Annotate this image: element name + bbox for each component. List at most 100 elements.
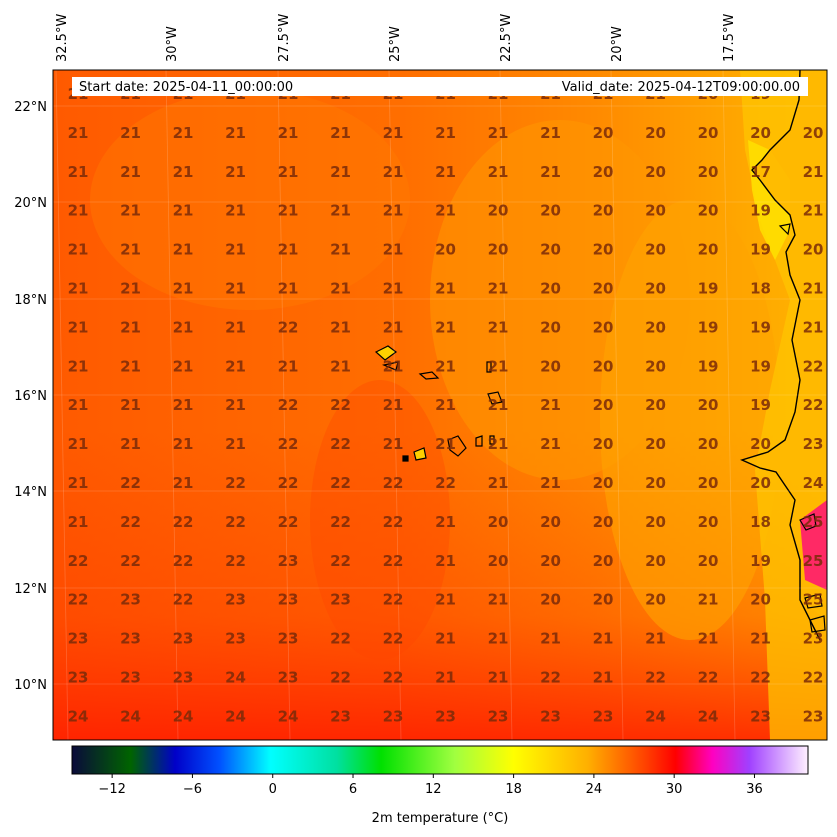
grid-value: 21 xyxy=(488,435,509,453)
latitude-label: 14°N xyxy=(14,485,47,500)
grid-value: 20 xyxy=(750,124,771,142)
grid-value: 20 xyxy=(593,280,614,298)
grid-value: 21 xyxy=(278,241,299,259)
grid-value: 20 xyxy=(593,591,614,609)
grid-value: 23 xyxy=(120,591,141,609)
grid-value: 21 xyxy=(750,630,771,648)
grid-value: 23 xyxy=(278,591,299,609)
grid-value: 21 xyxy=(225,357,246,375)
grid-value: 22 xyxy=(383,474,404,492)
grid-value: 21 xyxy=(68,280,89,298)
grid-value: 21 xyxy=(225,124,246,142)
grid-value: 21 xyxy=(383,163,404,181)
grid-value: 23 xyxy=(278,630,299,648)
grid-value: 20 xyxy=(488,202,509,220)
colorbar-gradient xyxy=(72,746,808,774)
grid-value: 21 xyxy=(120,280,141,298)
grid-value: 21 xyxy=(68,241,89,259)
colorbar-tick-label: −12 xyxy=(98,782,125,797)
grid-value: 21 xyxy=(803,163,824,181)
grid-value: 24 xyxy=(803,474,824,492)
grid-value: 19 xyxy=(698,318,719,336)
grid-value: 20 xyxy=(593,318,614,336)
land-area xyxy=(742,70,827,620)
grid-value: 21 xyxy=(383,435,404,453)
grid-value: 22 xyxy=(225,474,246,492)
longitude-label: 22.5°W xyxy=(499,14,514,62)
grid-value: 23 xyxy=(120,669,141,687)
coastline xyxy=(740,70,821,641)
grid-value: 24 xyxy=(68,707,89,725)
grid-value: 21 xyxy=(435,357,456,375)
grid-value: 20 xyxy=(593,357,614,375)
grid-value: 23 xyxy=(540,707,561,725)
grid-value: 21 xyxy=(330,124,351,142)
grid-value: 18 xyxy=(750,513,771,531)
longitude-label: 20°W xyxy=(610,26,625,62)
grid-value: 23 xyxy=(330,707,351,725)
grid-value: 20 xyxy=(540,591,561,609)
grid-value: 21 xyxy=(120,435,141,453)
grid-value: 21 xyxy=(540,435,561,453)
grid-value: 20 xyxy=(698,163,719,181)
grid-value: 21 xyxy=(173,280,194,298)
colorbar-tick-label: 36 xyxy=(746,782,763,797)
grid-value: 21 xyxy=(383,357,404,375)
grid-value: 19 xyxy=(698,280,719,298)
grid-value: 21 xyxy=(488,669,509,687)
grid-value: 22 xyxy=(120,474,141,492)
grid-value: 22 xyxy=(225,513,246,531)
grid-value: 21 xyxy=(383,318,404,336)
grid-value: 22 xyxy=(330,474,351,492)
grid-value: 20 xyxy=(698,552,719,570)
graticule xyxy=(53,70,827,740)
grid-value: 23 xyxy=(435,707,456,725)
grid-value: 21 xyxy=(540,396,561,414)
grid-value: 21 xyxy=(645,630,666,648)
grid-value-labels: 21 21 21 21 21 21 21 21 21 21 21 21 20 19 21 21 21 21 21 21… xyxy=(68,85,824,725)
grid-value: 21 xyxy=(540,124,561,142)
grid-value: 21 xyxy=(803,318,824,336)
grid-value: 22 xyxy=(68,591,89,609)
grid-value: 22 xyxy=(278,435,299,453)
grid-value: 21 xyxy=(225,435,246,453)
grid-value: 21 xyxy=(330,241,351,259)
grid-value: 21 xyxy=(593,630,614,648)
colorbar-tick-label: 12 xyxy=(425,782,442,797)
colorbar-tick-label: 24 xyxy=(586,782,603,797)
grid-value: 22 xyxy=(68,552,89,570)
grid-value: 21 xyxy=(173,318,194,336)
grid-value: 20 xyxy=(593,163,614,181)
grid-value: 19 xyxy=(750,552,771,570)
valid-date-label: Valid_date: 2025-04-12T09:00:00.00 xyxy=(562,80,800,95)
grid-value: 21 xyxy=(435,669,456,687)
grid-value: 22 xyxy=(803,396,824,414)
colorbar: −12 −6 0 6 12 18 24 30 36 2m temperature (°C) xyxy=(71,745,809,826)
grid-value: 21 xyxy=(173,435,194,453)
grid-value: 22 xyxy=(225,552,246,570)
meridian-line xyxy=(55,70,69,740)
grid-value: 21 xyxy=(593,669,614,687)
latitude-label: 16°N xyxy=(14,389,47,404)
grid-value: 21 xyxy=(383,124,404,142)
latitude-label: 22°N xyxy=(14,100,47,115)
grid-value: 21 xyxy=(68,202,89,220)
colorbar-tick-label: −6 xyxy=(183,782,202,797)
grid-value: 21 xyxy=(225,280,246,298)
grid-value: 21 xyxy=(173,357,194,375)
grid-value: 23 xyxy=(225,591,246,609)
colorbar-tick-label: 6 xyxy=(349,782,357,797)
grid-value: 20 xyxy=(645,318,666,336)
grid-value: 18 xyxy=(750,280,771,298)
grid-value: 21 xyxy=(278,124,299,142)
grid-value: 22 xyxy=(173,552,194,570)
grid-value: 20 xyxy=(645,435,666,453)
grid-value: 21 xyxy=(540,474,561,492)
grid-value: 20 xyxy=(698,124,719,142)
meridian-line xyxy=(610,70,624,740)
grid-value: 20 xyxy=(750,474,771,492)
grid-value: 20 xyxy=(645,552,666,570)
grid-value: 24 xyxy=(645,707,666,725)
grid-value: 23 xyxy=(173,669,194,687)
grid-value: 21 xyxy=(225,202,246,220)
